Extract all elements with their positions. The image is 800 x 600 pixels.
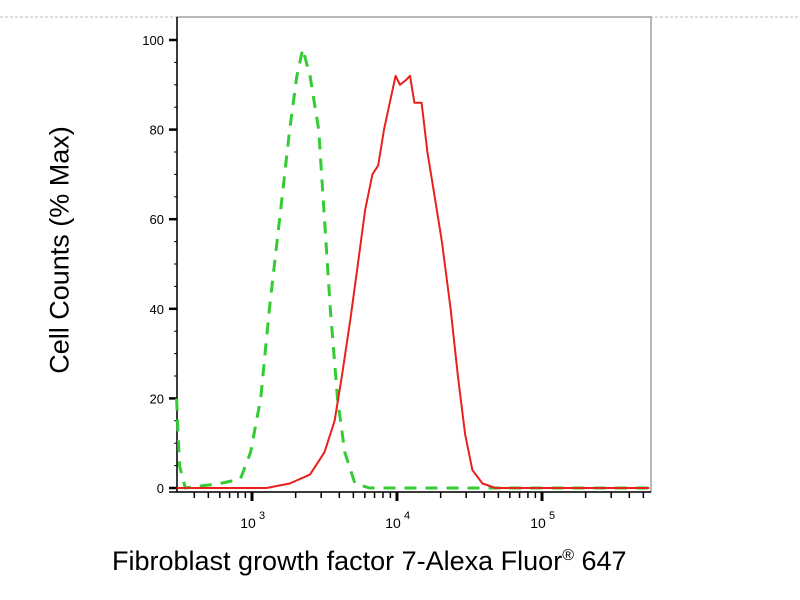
y-tick-label: 100	[142, 33, 164, 48]
plot-frame	[176, 16, 652, 493]
y-tick-label: 0	[157, 481, 164, 496]
y-tick-label: 60	[150, 212, 164, 227]
x-axis-label-suffix: 647	[573, 546, 627, 576]
x-tick-exponent: 5	[549, 510, 555, 522]
series-control-line	[175, 47, 650, 490]
x-tick-label: 10	[240, 515, 256, 531]
x-tick-exponent: 3	[259, 510, 265, 522]
x-tick-exponent: 4	[404, 510, 410, 522]
x-tick-label: 10	[530, 515, 546, 531]
y-tick-label: 80	[150, 123, 164, 138]
x-axis-label: Fibroblast growth factor 7-Alexa Fluor	[112, 546, 563, 576]
registered-mark: ®	[562, 547, 574, 564]
series-sample-line	[176, 74, 650, 489]
x-axis-label-wrap: Fibroblast growth factor 7-Alexa Fluor® …	[112, 546, 627, 577]
y-axis-label: Cell Counts (% Max)	[44, 126, 75, 374]
y-tick-label: 20	[150, 391, 164, 406]
y-tick-label: 40	[150, 302, 164, 317]
x-tick-label: 10	[385, 515, 401, 531]
